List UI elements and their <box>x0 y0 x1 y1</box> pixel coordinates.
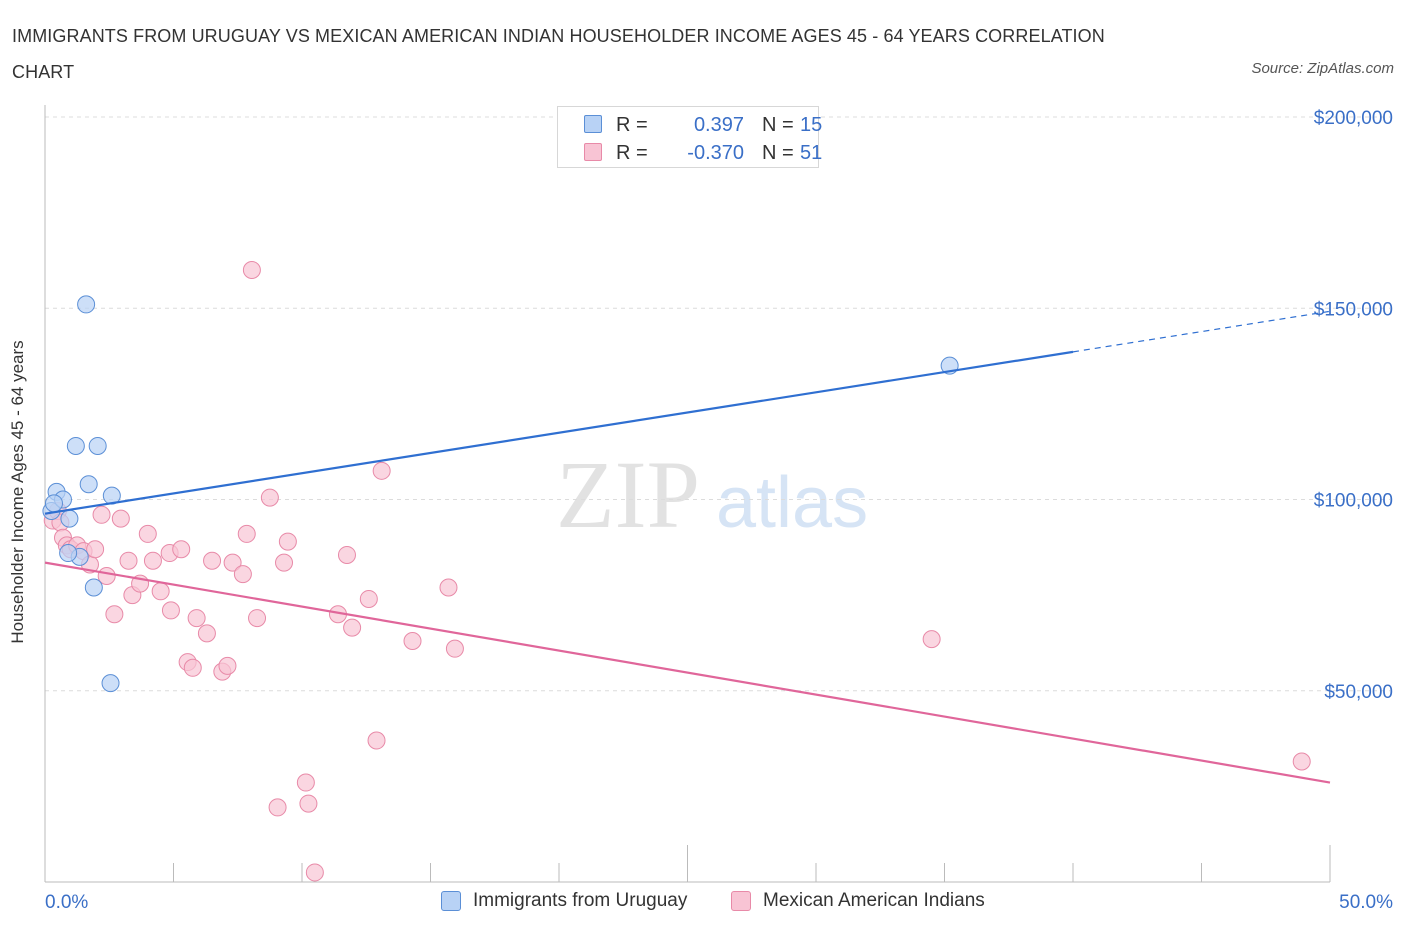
uruguay-point <box>84 578 103 597</box>
y-tick-label: $150,000 <box>1314 299 1393 320</box>
mexican-american-indian-point <box>248 609 267 628</box>
mexican-american-indian-point <box>275 553 294 572</box>
legend-r-label: R = <box>616 142 648 164</box>
uruguay-trendline <box>44 350 1074 515</box>
mexican-american-indian-point <box>305 863 324 882</box>
uruguay-point <box>88 436 107 455</box>
mexican-american-indian-point <box>187 609 206 628</box>
mexican-american-indian-point <box>105 605 124 624</box>
legend-n-value: 15 <box>800 114 823 136</box>
uruguay-point <box>79 475 98 494</box>
uruguay-point <box>101 674 120 693</box>
mexican-american-indian-point <box>278 532 297 551</box>
y-tick-label: $100,000 <box>1314 491 1393 512</box>
mexican-american-indian-point <box>86 540 105 559</box>
legend-n-label: N = <box>762 142 794 164</box>
mexican-american-indian-point <box>92 505 111 524</box>
watermark-zip: ZIP <box>556 441 700 548</box>
mexican-american-indian-point <box>260 488 279 507</box>
mexican-american-indian-point <box>299 794 318 813</box>
legend-swatch-pink <box>584 143 602 161</box>
y-axis-label: Householder Income Ages 45 - 64 years <box>8 340 27 644</box>
x-tick-label-max: 50.0% <box>1339 892 1393 913</box>
bottom-legend-swatch-pink <box>731 891 751 911</box>
mexican-american-indian-trendline <box>44 561 1331 784</box>
mexican-american-indian-point <box>172 540 191 559</box>
mexican-american-indian-point <box>183 658 202 677</box>
mexican-american-indian-point <box>138 524 157 543</box>
correlation-legend: R = 0.397 N = 15 R = -0.370 N = 51 <box>557 106 823 168</box>
uruguay-point <box>59 544 78 563</box>
mexican-american-indian-point <box>268 798 287 817</box>
source-note: Source: ZipAtlas.com <box>1251 60 1394 77</box>
mexican-american-indian-point <box>119 551 138 570</box>
uruguay-point <box>77 295 96 314</box>
mexican-american-indian-point <box>161 601 180 620</box>
y-tick-label: $50,000 <box>1324 682 1393 703</box>
mexican-american-indian-point <box>372 461 391 480</box>
mexican-american-indian-point <box>242 261 261 279</box>
legend-r-value: -0.370 <box>687 142 744 164</box>
legend-n-label: N = <box>762 114 794 136</box>
y-tick-label: $200,000 <box>1314 108 1393 129</box>
mexican-american-indian-point <box>922 630 941 649</box>
mexican-american-indian-point <box>337 545 356 564</box>
watermark-atlas: atlas <box>716 463 868 543</box>
mexican-american-indian-point <box>445 639 464 658</box>
uruguay-point <box>60 509 79 528</box>
chart-title: IMMIGRANTS FROM URUGUAY VS MEXICAN AMERI… <box>12 26 1105 82</box>
mexican-american-indian-point <box>223 553 242 572</box>
uruguay-point <box>66 436 85 455</box>
mexican-american-indian-point <box>343 618 362 637</box>
legend-r-value: 0.397 <box>693 114 744 136</box>
mexican-american-indian-point <box>203 551 222 570</box>
mexican-american-indian-point <box>237 524 256 543</box>
legend-n-value: 51 <box>800 142 823 164</box>
mexican-american-indian-point <box>111 509 130 528</box>
mexican-american-indian-point <box>367 731 386 750</box>
mexican-american-indian-point <box>1292 752 1311 771</box>
uruguay-trendline-extension <box>1072 310 1331 353</box>
mexican-american-indian-point <box>439 578 458 597</box>
legend-r-label: R = <box>616 114 648 136</box>
uruguay-point <box>44 494 63 513</box>
mexican-american-indian-point <box>218 656 237 675</box>
legend-swatch-blue <box>584 115 602 133</box>
mexican-american-indian-point <box>296 773 315 792</box>
x-tick-label-min: 0.0% <box>45 892 88 913</box>
mexican-american-indian-point <box>143 551 162 570</box>
bottom-legend-label: Immigrants from Uruguay <box>473 890 688 911</box>
mexican-american-indian-point <box>359 589 378 608</box>
mexican-american-indian-point <box>151 582 170 601</box>
bottom-legend-label: Mexican American Indians <box>763 890 985 911</box>
bottom-legend-swatch-blue <box>441 891 461 911</box>
mexican-american-indian-point <box>403 632 422 651</box>
mexican-american-indian-point <box>233 565 252 584</box>
mexican-american-indian-point <box>197 624 216 643</box>
